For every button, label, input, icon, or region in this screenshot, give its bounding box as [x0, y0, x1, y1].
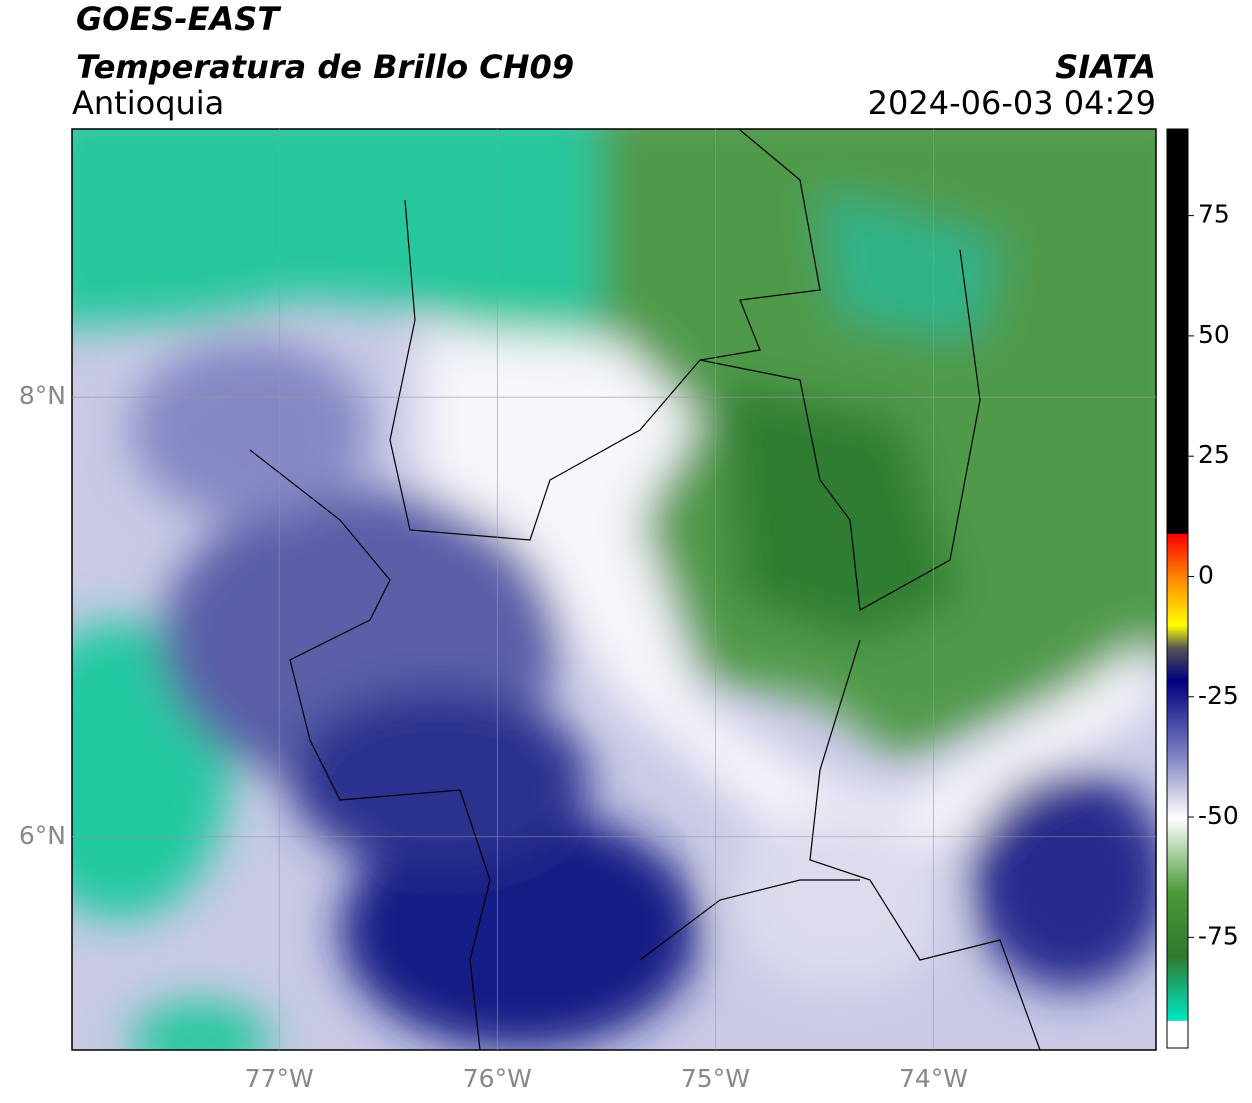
colorbar-tick-label: -25 — [1198, 681, 1239, 710]
x-tick-label: 76°W — [463, 1064, 532, 1093]
subtitle: Temperatura de Brillo CH09 — [76, 48, 574, 86]
colorbar-tick-label: -50 — [1198, 801, 1239, 830]
y-tick-label: 8°N — [19, 381, 66, 410]
colorbar-tick-label: -75 — [1198, 921, 1239, 950]
timestamp: 2024-06-03 04:29 — [868, 84, 1156, 122]
colorbar-tick-label: 25 — [1198, 440, 1230, 469]
colorbar-tick-label: 50 — [1198, 320, 1230, 349]
y-tick-label: 6°N — [19, 821, 66, 850]
x-tick-label: 75°W — [681, 1064, 750, 1093]
x-tick-label: 77°W — [245, 1064, 314, 1093]
colorbar-tick-label: 75 — [1198, 200, 1230, 229]
region: Antioquia — [72, 84, 224, 122]
source: SIATA — [1055, 48, 1156, 86]
colorbar-tick-label: 0 — [1198, 560, 1214, 589]
colorbar — [1166, 128, 1189, 1049]
map-frame — [71, 128, 1157, 1051]
satellite-image — [72, 129, 1156, 1050]
title: GOES-EAST — [76, 0, 281, 38]
x-tick-label: 74°W — [899, 1064, 968, 1093]
